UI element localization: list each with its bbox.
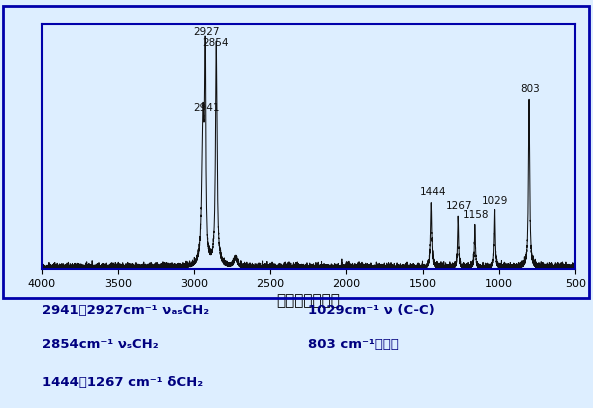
Text: 2854: 2854 <box>203 38 229 48</box>
Text: 803 cm⁻¹环呼吸: 803 cm⁻¹环呼吸 <box>308 337 399 350</box>
Text: 2854cm⁻¹ νₛCH₂: 2854cm⁻¹ νₛCH₂ <box>42 337 158 350</box>
Text: 1267: 1267 <box>446 201 472 211</box>
Text: 1029: 1029 <box>482 196 508 206</box>
Text: 1029cm⁻¹ ν (C-C): 1029cm⁻¹ ν (C-C) <box>308 304 435 317</box>
Text: 2941: 2941 <box>193 103 219 113</box>
Text: 803: 803 <box>520 84 540 94</box>
Text: 1444: 1444 <box>420 187 447 197</box>
Text: 1158: 1158 <box>463 210 489 220</box>
X-axis label: 环己烷，纯液体: 环己烷，纯液体 <box>276 293 340 308</box>
Text: 1444，1267 cm⁻¹ δCH₂: 1444，1267 cm⁻¹ δCH₂ <box>42 375 203 388</box>
Text: 2941，2927cm⁻¹ νₐₛCH₂: 2941，2927cm⁻¹ νₐₛCH₂ <box>42 304 209 317</box>
Text: 2927: 2927 <box>193 27 220 37</box>
